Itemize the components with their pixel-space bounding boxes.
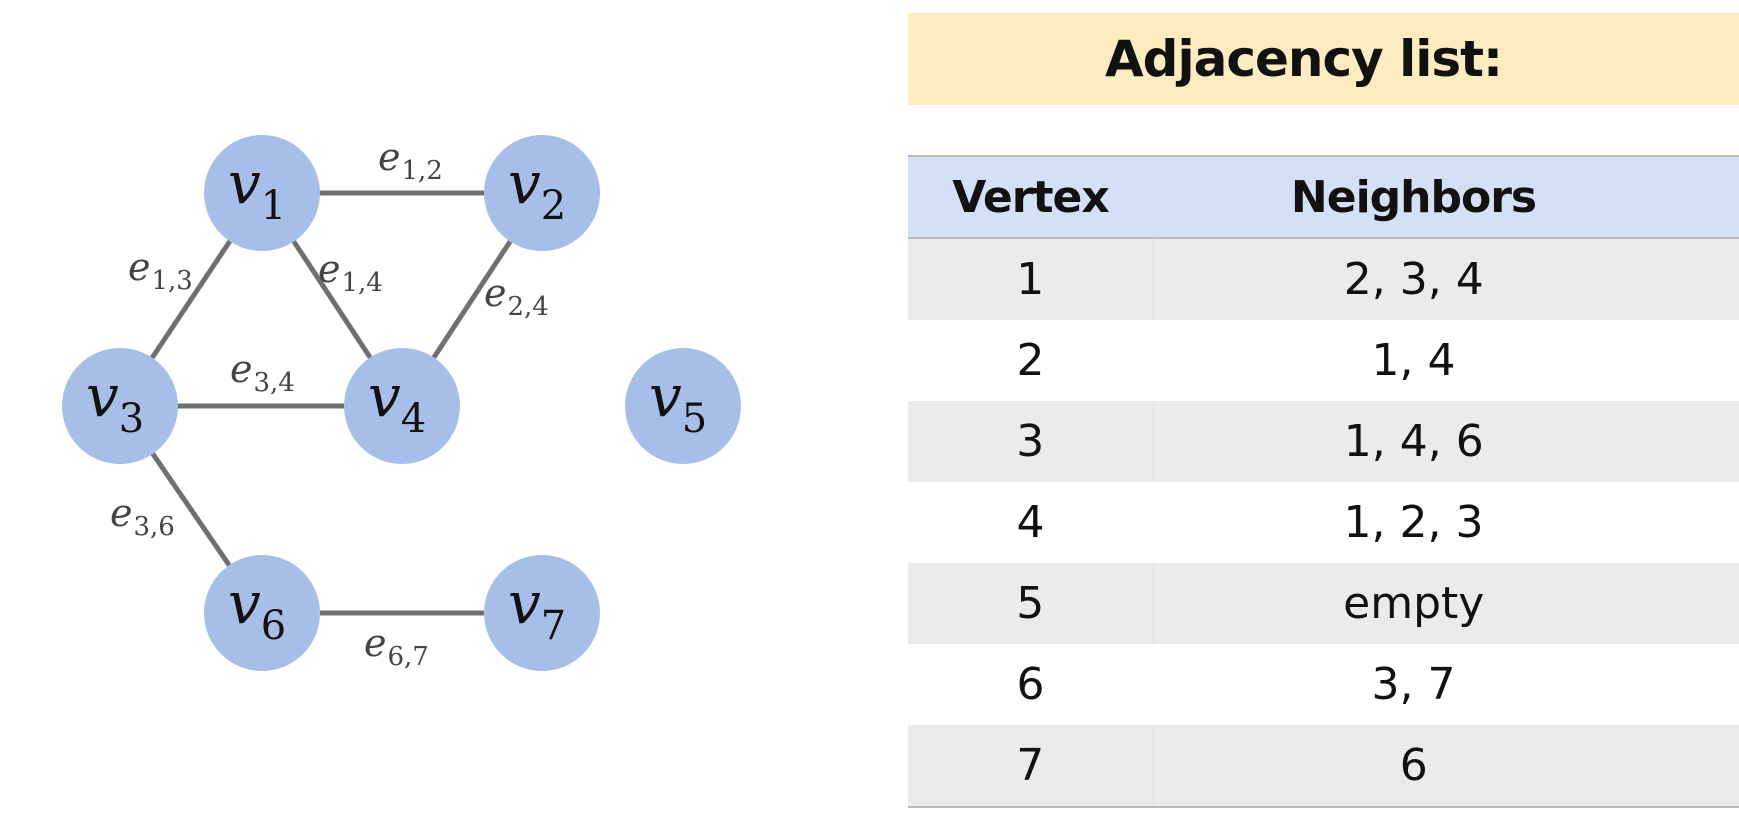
vertex-label-subscript: 3	[119, 396, 144, 442]
vertex-7: v7	[484, 555, 600, 671]
table-row: 3 1, 4, 6	[908, 401, 1739, 482]
vertex-label: v4	[368, 362, 426, 442]
vertex-label: v2	[508, 149, 566, 229]
vertex-circle	[344, 348, 460, 464]
vertex-circle	[204, 135, 320, 251]
cell-neighbors: 2, 3, 4	[1153, 238, 1739, 320]
cell-vertex: 4	[908, 482, 1153, 563]
header-neighbors: Neighbors	[1153, 155, 1739, 239]
edge-label-letter: e	[364, 621, 387, 665]
edge-label-subscript: 6,7	[388, 642, 429, 672]
edge-label-letter: e	[378, 135, 401, 179]
table-row: 4 1, 2, 3	[908, 482, 1739, 563]
vertex-label-letter: v	[228, 149, 261, 217]
edge-label: e3,4	[230, 347, 295, 398]
vertex-label-subscript: 2	[541, 183, 566, 229]
vertex-3: v3	[62, 348, 178, 464]
edge-label: e1,4	[318, 247, 383, 298]
vertex-label-letter: v	[228, 569, 261, 637]
table-row: 2 1, 4	[908, 320, 1739, 401]
edge-label: e2,4	[484, 271, 549, 322]
table-row: 1 2, 3, 4	[908, 238, 1739, 320]
table-header-row: Vertex Neighbors	[908, 155, 1739, 239]
vertex-label: v5	[649, 362, 707, 442]
cell-neighbors: 1, 4, 6	[1153, 401, 1739, 482]
edge-2-4	[431, 240, 513, 359]
cell-neighbors: empty	[1153, 563, 1739, 644]
vertex-label: v3	[86, 362, 144, 442]
edge-3-6	[150, 452, 232, 567]
edge-label: e6,7	[364, 621, 429, 672]
edge-label: e1,2	[378, 135, 443, 186]
cell-vertex: 6	[908, 644, 1153, 725]
vertex-circle	[62, 348, 178, 464]
cell-vertex: 1	[908, 238, 1154, 320]
cell-vertex: 2	[908, 320, 1153, 401]
vertex-circle	[625, 348, 741, 464]
edge-label-letter: e	[128, 245, 151, 289]
vertex-label-subscript: 7	[541, 603, 566, 649]
vertex-label: v7	[508, 569, 566, 649]
edge-label-subscript: 3,6	[134, 512, 175, 542]
vertex-circle	[204, 555, 320, 671]
edge-label-subscript: 1,3	[152, 266, 193, 296]
edge-1-4	[291, 240, 373, 359]
cell-neighbors: 3, 7	[1153, 644, 1739, 725]
edge-label-subscript: 2,4	[508, 292, 549, 322]
table-row: 6 3, 7	[908, 644, 1739, 725]
cell-vertex: 3	[908, 401, 1154, 482]
cell-neighbors: 6	[1153, 725, 1739, 808]
vertex-6: v6	[204, 555, 320, 671]
edge-label-letter: e	[318, 247, 341, 291]
vertex-label: v1	[228, 149, 286, 229]
vertex-label-letter: v	[649, 362, 682, 430]
edge-1-3	[150, 239, 232, 360]
vertex-label-letter: v	[508, 569, 541, 637]
vertex-label-subscript: 6	[261, 603, 286, 649]
vertex-label-letter: v	[508, 149, 541, 217]
vertex-label-subscript: 4	[401, 396, 426, 442]
vertex-5: v5	[625, 348, 741, 464]
vertex-1: v1	[204, 135, 320, 251]
vertex-label-letter: v	[368, 362, 401, 430]
cell-vertex: 7	[908, 725, 1154, 808]
edge-label-subscript: 3,4	[254, 368, 295, 398]
edge-label: e1,3	[128, 245, 193, 296]
edge-label-subscript: 1,2	[402, 156, 443, 186]
table-row: 5 empty	[908, 563, 1739, 644]
edge-label-letter: e	[110, 491, 133, 535]
vertex-4: v4	[344, 348, 460, 464]
vertex-circle	[484, 555, 600, 671]
vertex-label-letter: v	[86, 362, 119, 430]
vertex-label-subscript: 5	[682, 396, 707, 442]
header-vertex: Vertex	[908, 155, 1153, 239]
vertex-label-subscript: 1	[261, 183, 286, 229]
edge-label: e3,6	[110, 491, 175, 542]
edge-label-letter: e	[230, 347, 253, 391]
vertex-2: v2	[484, 135, 600, 251]
edge-label-letter: e	[484, 271, 507, 315]
edge-label-subscript: 1,4	[342, 268, 383, 298]
cell-neighbors: 1, 4	[1153, 320, 1739, 401]
vertex-label: v6	[228, 569, 286, 649]
table-title: Adjacency list:	[1104, 30, 1503, 88]
cell-neighbors: 1, 2, 3	[1153, 482, 1739, 563]
cell-vertex: 5	[908, 563, 1154, 644]
vertex-circle	[484, 135, 600, 251]
title-banner: Adjacency list:	[908, 13, 1739, 105]
